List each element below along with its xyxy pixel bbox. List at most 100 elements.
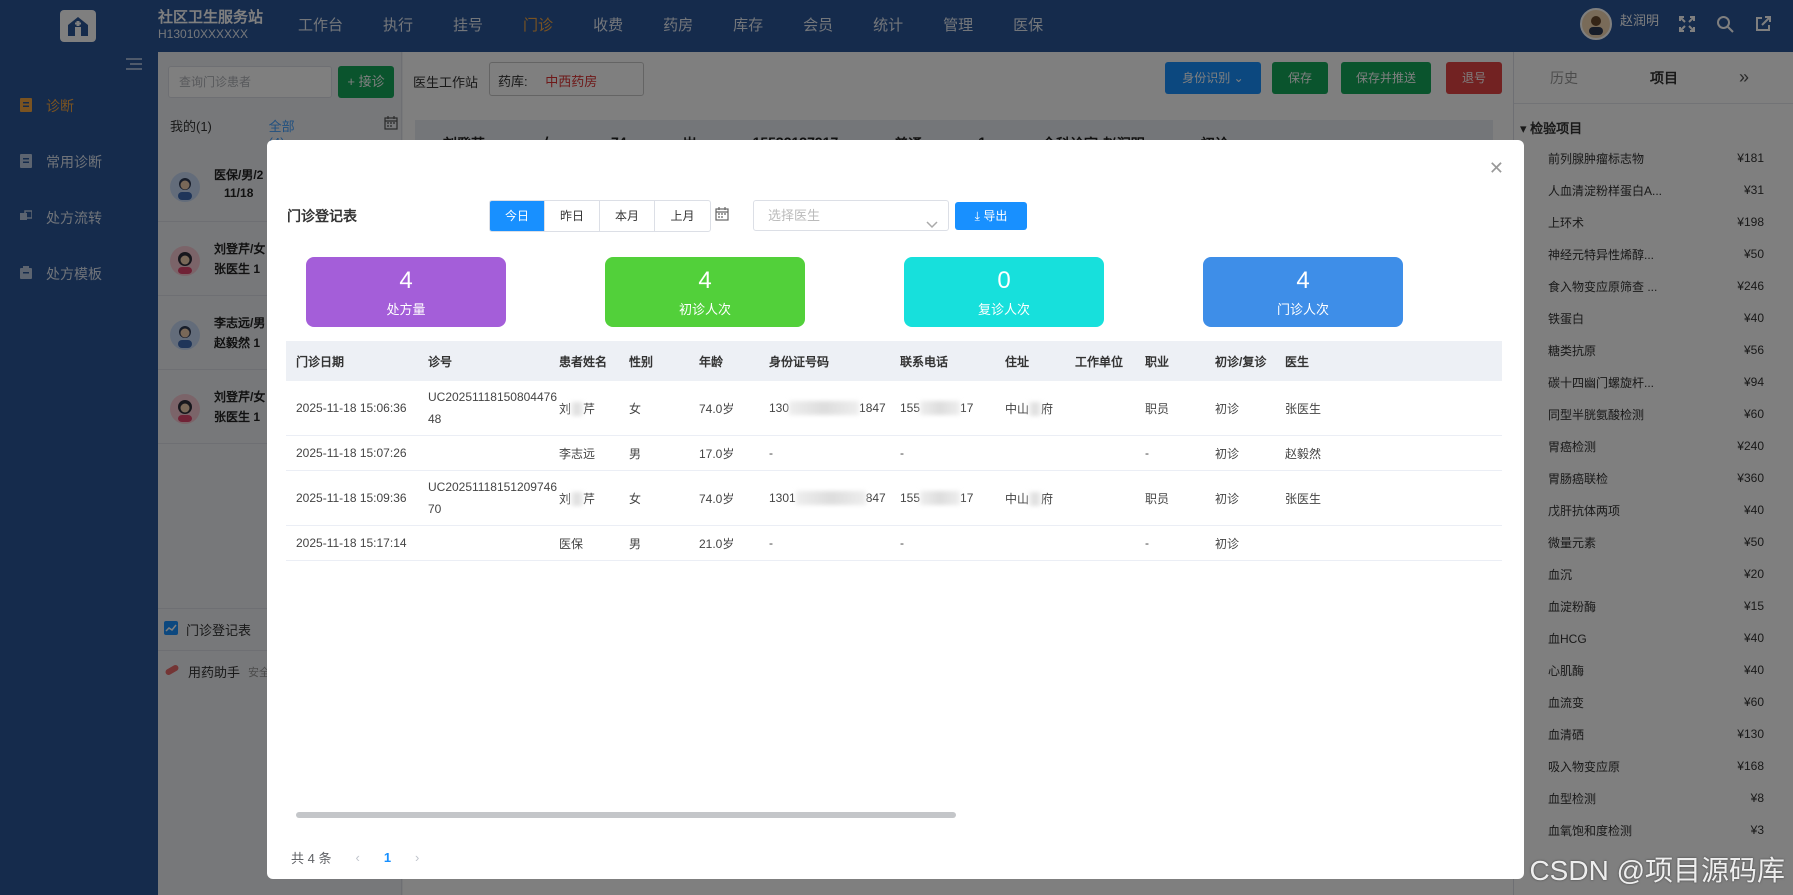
visit-no: UC20251118150804476 xyxy=(428,390,558,404)
visit-no: UC20251118151209746 xyxy=(428,480,558,494)
id-suffix: 1847 xyxy=(859,400,886,415)
table-header: 门诊日期 诊号 患者姓名 性别 年龄 身份证号码 联系电话 住址 工作单位 职业 初诊/复诊 医生 xyxy=(286,341,1502,381)
table-cell: 21.0岁 xyxy=(689,535,759,552)
table-cell: 刘芹 xyxy=(549,490,619,507)
table-cell: 张医生 xyxy=(1275,400,1341,417)
patient-name: 刘 xyxy=(559,491,572,506)
chevron-down-icon xyxy=(926,210,938,239)
column-header: 年龄 xyxy=(699,354,724,369)
table-row[interactable]: 2025-11-18 15:07:26 李志远 男 17.0岁 - - - 初诊 赵毅然 xyxy=(286,436,1502,471)
age: 21.0岁 xyxy=(699,536,735,551)
table-cell: 张医生 xyxy=(1275,490,1341,507)
table-cell: 男 xyxy=(619,445,689,462)
age: 17.0岁 xyxy=(699,446,735,461)
range-last-month[interactable]: 上月 xyxy=(670,209,695,223)
column-header: 性别 xyxy=(629,354,654,369)
address-suffix: 府 xyxy=(1041,491,1054,506)
table-cell: 职员 xyxy=(1135,400,1205,417)
stat-card-return-visits: 0 复诊人次 xyxy=(904,257,1104,327)
redaction-blur xyxy=(571,402,584,417)
table-cell: 1301 847 xyxy=(759,491,890,506)
id-prefix: 1301 xyxy=(769,490,796,505)
table-row[interactable]: 2025-11-18 15:09:36 UC20251118151209746 70… xyxy=(286,471,1502,526)
visit-type: 初诊 xyxy=(1215,491,1240,506)
address-prefix: 中山 xyxy=(1005,401,1030,416)
stat-label: 初诊人次 xyxy=(678,302,731,317)
watermark: CSDN @项目源码库 xyxy=(1529,855,1785,886)
patient-name: 医保 xyxy=(559,536,584,551)
table-cell: 中山府 xyxy=(995,490,1065,507)
table-cell: 刘芹 xyxy=(549,400,619,417)
column-header: 职业 xyxy=(1145,354,1170,369)
table-cell: 职员 xyxy=(1135,490,1205,507)
export-button[interactable]: ⤓ 导出 xyxy=(955,202,1027,230)
id-prefix: - xyxy=(769,536,773,550)
table-cell: 155 17 xyxy=(890,401,995,416)
patient-name-tail: 芹 xyxy=(583,401,596,416)
close-icon[interactable]: ✕ xyxy=(1488,158,1504,178)
calendar-icon[interactable] xyxy=(715,207,729,224)
phone-prefix: 155 xyxy=(900,490,921,505)
table-cell: 初诊 xyxy=(1205,445,1275,462)
redaction-blur xyxy=(1029,492,1042,507)
range-yesterday[interactable]: 昨日 xyxy=(545,201,600,231)
table-cell: 2025-11-18 15:07:26 xyxy=(286,446,418,460)
scrollbar-thumb[interactable] xyxy=(296,812,956,818)
column-header: 联系电话 xyxy=(900,354,949,369)
doctor: 张医生 xyxy=(1285,491,1322,506)
stat-card-outpatient-visits: 4 门诊人次 xyxy=(1203,257,1403,327)
range-today[interactable]: 今日 xyxy=(490,201,545,231)
export-label: 导出 xyxy=(983,209,1008,223)
occupation: - xyxy=(1145,536,1149,550)
range-this-month[interactable]: 本月 xyxy=(600,201,655,231)
patient-name: 刘 xyxy=(559,401,572,416)
table-cell: 中山府 xyxy=(995,400,1065,417)
column-header: 身份证号码 xyxy=(769,354,830,369)
visit-date: 2025-11-18 15:07:26 xyxy=(296,446,407,460)
registration-modal: ✕ 门诊登记表 今日 昨日 本月 上月 选择医生 ⤓ 导出 4 处方量 4 初诊… xyxy=(267,140,1524,879)
sex: 男 xyxy=(629,446,642,461)
table-cell: 初诊 xyxy=(1205,400,1275,417)
patient-name-tail: 芹 xyxy=(583,491,596,506)
table-cell: - xyxy=(1135,446,1205,460)
redaction-blur xyxy=(920,491,961,506)
horizontal-scrollbar[interactable] xyxy=(286,810,1502,818)
table-cell: - xyxy=(759,536,890,550)
table-cell: 74.0岁 xyxy=(689,490,759,507)
table-cell: - xyxy=(890,536,995,550)
table-row[interactable]: 2025-11-18 15:06:36 UC20251118150804476 48… xyxy=(286,381,1502,436)
age: 74.0岁 xyxy=(699,491,735,506)
doctor-placeholder: 选择医生 xyxy=(768,208,821,223)
redaction-blur xyxy=(571,492,584,507)
table-cell: 155 17 xyxy=(890,491,995,506)
download-icon: ⤓ xyxy=(974,209,980,223)
table-cell: 医保 xyxy=(549,535,619,552)
stat-value: 0 xyxy=(997,267,1011,294)
visit-date: 2025-11-18 15:09:36 xyxy=(296,491,407,505)
prev-page-icon[interactable]: ‹ xyxy=(355,850,360,865)
phone-suffix: 17 xyxy=(960,490,974,505)
pagination: 共 4 条 ‹ 1 › xyxy=(291,848,419,867)
occupation: - xyxy=(1145,446,1149,460)
patient-name: 李志远 xyxy=(559,446,596,461)
table-cell: 初诊 xyxy=(1205,490,1275,507)
next-page-icon[interactable]: › xyxy=(415,850,420,865)
redaction-blur xyxy=(789,401,860,416)
table-cell: UC20251118150804476 48 xyxy=(418,386,557,430)
stat-value: 4 xyxy=(399,267,413,294)
doctor-select[interactable]: 选择医生 xyxy=(753,200,949,231)
address-prefix: 中山 xyxy=(1005,491,1030,506)
table-row[interactable]: 2025-11-18 15:17:14 医保 男 21.0岁 - - - 初诊 xyxy=(286,526,1502,561)
stat-label: 处方量 xyxy=(386,302,426,317)
table-cell: 2025-11-18 15:09:36 xyxy=(286,491,418,505)
page-number[interactable]: 1 xyxy=(383,850,392,865)
table-cell: 赵毅然 xyxy=(1275,445,1341,462)
doctor: 赵毅然 xyxy=(1285,446,1322,461)
phone-prefix: - xyxy=(900,446,904,460)
sex: 男 xyxy=(629,536,642,551)
age: 74.0岁 xyxy=(699,401,735,416)
address-suffix: 府 xyxy=(1041,401,1054,416)
redaction-blur xyxy=(795,491,866,506)
registration-table: 门诊日期 诊号 患者姓名 性别 年龄 身份证号码 联系电话 住址 工作单位 职业 初诊/复诊 医生 2… xyxy=(286,341,1502,561)
visit-type: 初诊 xyxy=(1215,401,1240,416)
